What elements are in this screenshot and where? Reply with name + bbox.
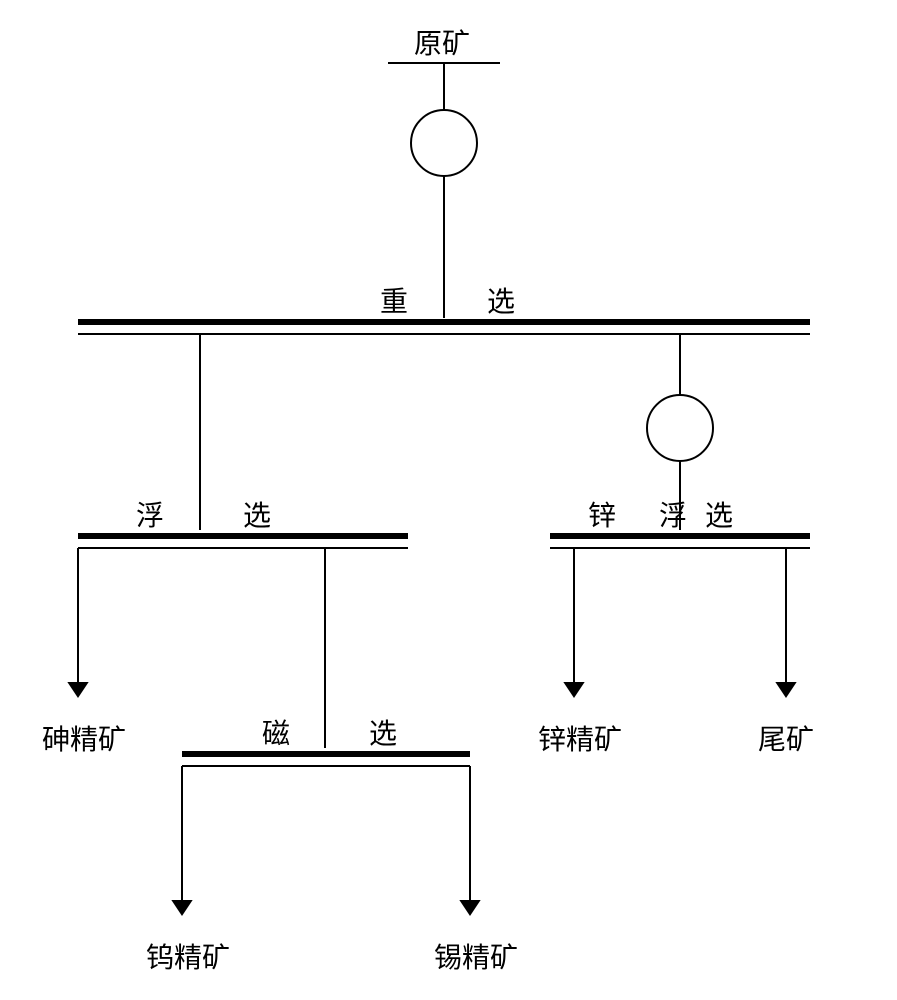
zinc-flotation-label: 锌 浮选 <box>588 494 751 534</box>
gravity-label: 重 选 <box>380 280 551 320</box>
arsenic-label: 砷精矿 <box>42 718 126 758</box>
root-label: 原矿 <box>414 22 470 62</box>
tin-label: 锡精矿 <box>434 936 518 976</box>
flowchart-svg <box>0 0 897 1000</box>
tungsten-label: 钨精矿 <box>146 936 230 976</box>
magnetic-label: 磁 选 <box>262 712 433 752</box>
zinc-label: 锌精矿 <box>538 718 622 758</box>
tailings-label: 尾矿 <box>758 718 814 758</box>
flotation-label: 浮 选 <box>136 494 307 534</box>
